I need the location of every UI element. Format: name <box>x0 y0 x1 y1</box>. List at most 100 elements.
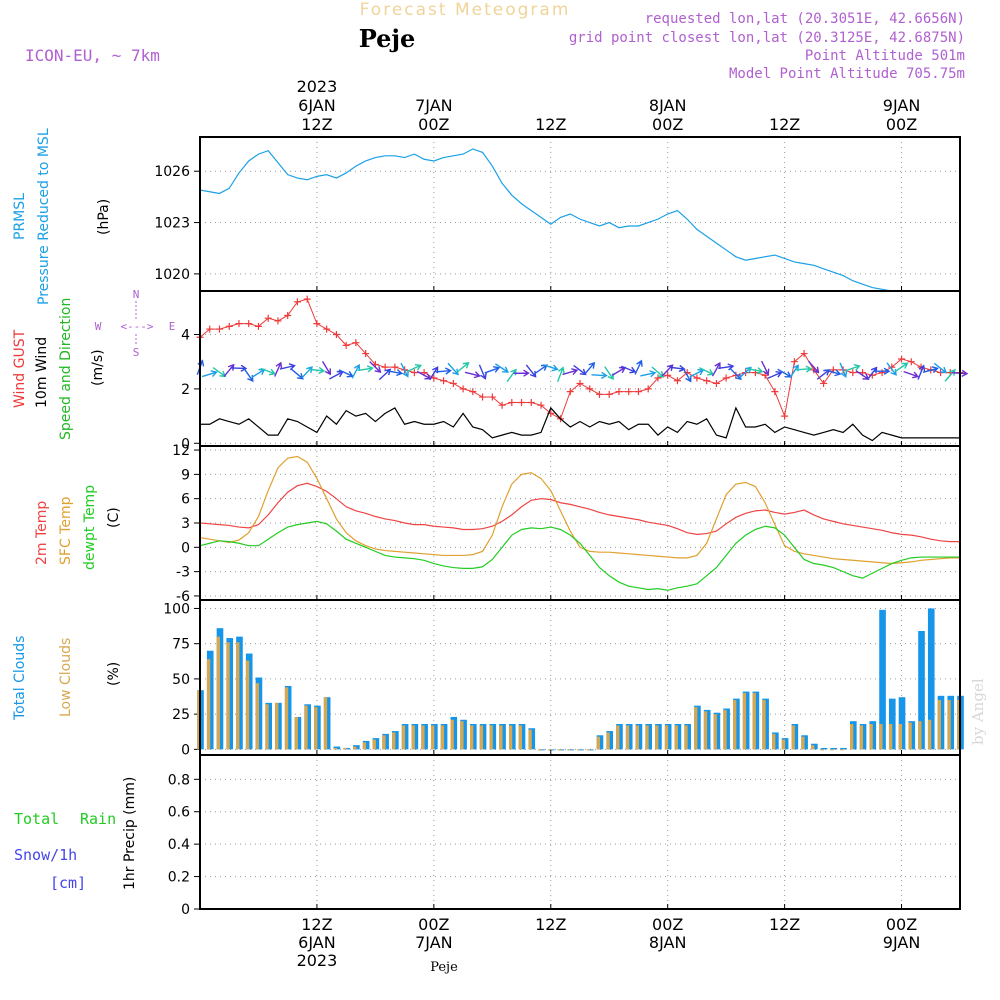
low-cloud-bar <box>557 749 561 751</box>
temp2m-line <box>199 482 960 543</box>
gust-marker <box>898 355 906 363</box>
wind-direction-arrow <box>922 366 939 374</box>
gust-marker <box>284 311 292 319</box>
gust-marker <box>576 379 584 387</box>
gust-marker <box>342 341 350 349</box>
gust-marker <box>907 358 915 366</box>
gust-marker <box>391 363 399 371</box>
wind-direction-arrow <box>230 364 248 372</box>
pressure-label-2: Pressure Reduced to MSL <box>36 128 52 305</box>
gust-marker <box>498 401 506 409</box>
wind-direction-arrow <box>386 369 404 377</box>
low-cloud-bar <box>742 693 747 750</box>
low-cloud-bar <box>869 724 873 750</box>
wind-direction-arrow <box>456 361 470 373</box>
compass-w: W <box>95 320 102 333</box>
model-altitude: Model Point Altitude 705.75m <box>729 66 965 82</box>
total-cloud-bar <box>820 747 828 750</box>
pressure-label-1: PRMSL <box>12 193 28 240</box>
gust-marker <box>781 412 789 420</box>
gust-marker <box>849 369 857 377</box>
top-time-label: 12Z <box>535 115 566 134</box>
gust-marker <box>469 388 477 396</box>
low-cloud-bar <box>616 725 620 750</box>
low-cloud-bar <box>762 700 766 750</box>
wind-direction-arrow <box>816 369 831 380</box>
gust-marker <box>537 401 545 409</box>
gust-marker <box>440 377 448 385</box>
gust-marker <box>449 379 457 387</box>
wind10-line <box>200 406 960 442</box>
bottom-time-label: 00Z <box>886 915 917 934</box>
compass-rose: N W <---> E S <box>95 288 176 359</box>
y-tick-label: 1023 <box>154 216 190 232</box>
low-cloud-bar <box>411 725 415 750</box>
wind-direction-arrow <box>357 365 374 373</box>
low-cloud-bar <box>265 704 269 750</box>
wind-direction-arrow <box>223 363 235 377</box>
wind-direction-arrow <box>808 360 820 374</box>
low-cloud-bar <box>255 683 259 750</box>
wind-direction-arrow <box>894 362 909 373</box>
low-cloud-bar <box>362 742 367 750</box>
panel-frame <box>199 599 961 756</box>
bottom-time-label: 00Z <box>418 915 449 934</box>
dewpt-label: dewpt Temp <box>82 485 98 570</box>
wind-direction-arrow <box>767 370 783 379</box>
top-time-label: 12Z <box>769 115 800 134</box>
low-cloud-bar <box>694 707 698 750</box>
low-clouds-label: Low Clouds <box>58 638 74 717</box>
wind-direction-arrow <box>478 364 487 380</box>
low-cloud-bar <box>450 719 454 750</box>
wind-direction-arrow <box>933 362 948 374</box>
clouds-unit: (%) <box>106 662 122 686</box>
y-tick-label: 2 <box>181 382 190 398</box>
low-cloud-bar <box>859 725 864 750</box>
low-cloud-bar <box>849 724 854 750</box>
gust-marker <box>245 320 253 328</box>
low-cloud-bar <box>460 721 464 750</box>
total-cloud-bar <box>840 747 847 750</box>
gust-marker <box>323 325 331 333</box>
low-cloud-bar <box>830 749 834 751</box>
low-cloud-bar <box>586 749 591 751</box>
low-cloud-bar <box>947 700 951 750</box>
compass-s: S <box>133 346 140 359</box>
wind-direction-arrow <box>747 367 764 375</box>
wind-direction-arrow <box>729 368 742 381</box>
gust-marker <box>703 377 711 385</box>
low-cloud-bar <box>957 700 961 750</box>
low-cloud-bar <box>431 725 435 750</box>
top-time-label: 8JAN <box>649 96 687 115</box>
precipitation-panel: 0 0.2 0.4 0.6 0.8 <box>168 754 961 918</box>
low-cloud-bar <box>713 714 717 750</box>
total-cloud-bar <box>927 608 935 750</box>
wind-direction-arrow <box>917 364 926 380</box>
low-cloud-bar <box>353 746 357 750</box>
gust-marker <box>566 388 574 396</box>
precip-total-label: Total <box>14 810 59 828</box>
pressure-panel: 1020 1023 1026 <box>154 136 961 292</box>
wind-direction-arrow <box>711 361 721 377</box>
low-cloud-bar <box>879 724 883 750</box>
wind-direction-arrow <box>839 362 848 378</box>
compass-n: N <box>133 288 140 301</box>
point-altitude: Point Altitude 501m <box>805 48 965 64</box>
wind-direction-arrow <box>739 366 752 379</box>
low-cloud-bar <box>518 725 523 750</box>
gust-marker <box>206 325 214 333</box>
gust-marker <box>459 385 467 393</box>
low-cloud-bar <box>392 732 396 750</box>
temp-unit: (C) <box>106 507 122 528</box>
bottom-time-label: 9JAN <box>883 933 921 952</box>
panel-frame <box>199 754 961 910</box>
top-time-label: 9JAN <box>883 96 921 115</box>
gust-marker <box>800 350 808 358</box>
gust-marker <box>771 388 779 396</box>
low-cloud-bar <box>927 719 932 750</box>
compass-e: E <box>169 320 176 333</box>
total-cloud-bar <box>898 697 906 750</box>
low-cloud-bar <box>898 724 903 750</box>
low-cloud-bar <box>508 725 513 750</box>
